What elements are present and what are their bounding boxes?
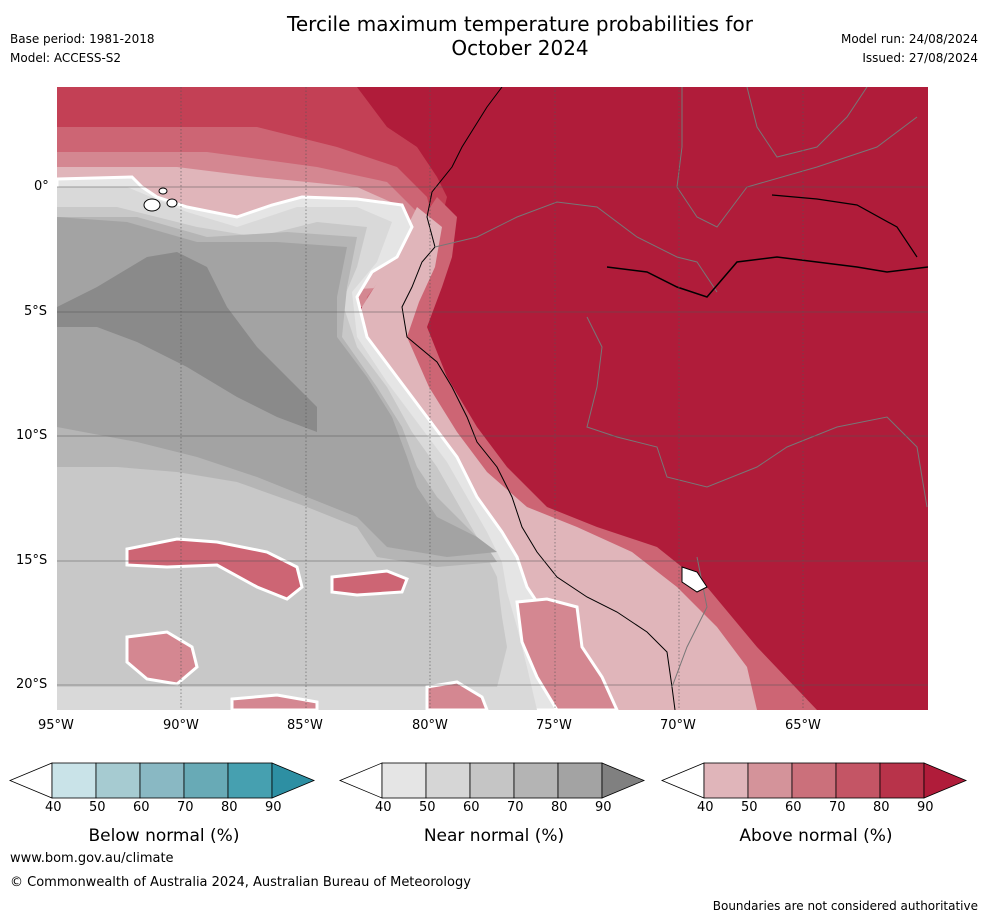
lon-label-95w: 95°W (38, 718, 74, 733)
colorbar-low-extend (660, 762, 705, 799)
copyright-text: © Commonwealth of Australia 2024, Austra… (10, 875, 471, 890)
lake-titicaca (681, 566, 708, 593)
cb0-tick-80: 80 (221, 800, 238, 815)
lon-label-80w: 80°W (412, 718, 448, 733)
cb1-tick-50: 50 (419, 800, 436, 815)
below-normal-colorbar (8, 762, 316, 799)
page-title: Tercile maximum temperature probabilitie… (230, 12, 810, 60)
lon-label-65w: 65°W (785, 718, 821, 733)
colorbar-segment (425, 762, 471, 799)
coastal-above-50-strip (357, 207, 757, 710)
cb2-tick-80: 80 (873, 800, 890, 815)
colorbar-segment (183, 762, 229, 799)
above-normal-colorbar (660, 762, 968, 799)
border-colombia-brazil (676, 87, 918, 228)
cb0-tick-40: 40 (45, 800, 62, 815)
colorbar-segment (139, 762, 185, 799)
above-patch-4 (425, 680, 489, 710)
cb2-tick-60: 60 (785, 800, 802, 815)
lon-label-85w: 85°W (287, 718, 323, 733)
lon-label-75w: 75°W (536, 718, 572, 733)
colorbar-high-extend (601, 762, 646, 799)
above-normal-caption: Above normal (%) (739, 826, 893, 846)
cb1-tick-70: 70 (507, 800, 524, 815)
above-patch-3 (125, 630, 199, 686)
gridlines (57, 87, 928, 710)
colorbar-segment (513, 762, 559, 799)
colorbar-low-extend (8, 762, 53, 799)
cb0-tick-90: 90 (265, 800, 282, 815)
colorbar-high-extend (923, 762, 968, 799)
rio-negro (771, 194, 918, 258)
colorbar-segment (835, 762, 881, 799)
colorbar-ticks: 40 50 60 70 80 90 40 50 60 70 80 90 40 5… (0, 800, 988, 820)
bom-url: www.bom.gov.au/climate (10, 851, 174, 866)
cb1-tick-80: 80 (551, 800, 568, 815)
colorbar-high-extend (271, 762, 316, 799)
cb2-tick-90: 90 (917, 800, 934, 815)
lon-label-90w: 90°W (163, 718, 199, 733)
near-normal-90-region (57, 252, 317, 432)
colorbar-segment (791, 762, 837, 799)
colorbar-segment (95, 762, 141, 799)
title-line-1: Tercile maximum temperature probabilitie… (287, 12, 753, 36)
colorbar-segment (51, 762, 97, 799)
colorbar-low-extend (338, 762, 383, 799)
cb0-tick-70: 70 (177, 800, 194, 815)
lat-label-20s: 20°S (16, 677, 48, 692)
above-patch-5 (230, 693, 319, 710)
model-run-label: Model run: 24/08/2024 (840, 32, 978, 46)
amazon-river (606, 256, 928, 298)
colorbar-segment (557, 762, 603, 799)
below-normal-caption: Below normal (%) (88, 826, 240, 846)
lat-label-15s: 15°S (16, 553, 48, 568)
model-label: Model: ACCESS-S2 (10, 51, 122, 65)
lat-label-5s: 5°S (24, 304, 48, 319)
above-patch-2 (330, 569, 409, 597)
colorbar-segment (747, 762, 793, 799)
issued-label: Issued: 27/08/2024 (862, 51, 978, 65)
coastline (401, 87, 676, 710)
colorbar-segment (381, 762, 427, 799)
lon-label-70w: 70°W (660, 718, 696, 733)
lat-label-0: 0° (34, 179, 49, 194)
galapagos-island-1 (143, 198, 161, 212)
above-patch-1 (125, 537, 304, 601)
boundaries-disclaimer: Boundaries are not considered authoritat… (712, 899, 978, 913)
colorbar-segment (703, 762, 749, 799)
probability-map (57, 87, 928, 710)
lat-label-10s: 10°S (16, 428, 48, 443)
near-normal-colorbar (338, 762, 646, 799)
colorbar-segment (227, 762, 273, 799)
near-normal-caption: Near normal (%) (423, 826, 565, 846)
border-ecuador-peru (434, 201, 718, 293)
border-venezuela (746, 87, 868, 158)
border-peru-brazil (586, 316, 928, 508)
cb2-tick-50: 50 (741, 800, 758, 815)
base-period-label: Base period: 1981-2018 (10, 32, 155, 46)
cb0-tick-60: 60 (133, 800, 150, 815)
galapagos-island-2 (166, 198, 178, 208)
cb1-tick-60: 60 (463, 800, 480, 815)
above-patch-6 (515, 597, 619, 710)
cb1-tick-90: 90 (595, 800, 612, 815)
colorbar-segment (879, 762, 925, 799)
cb2-tick-70: 70 (829, 800, 846, 815)
title-line-2: October 2024 (451, 36, 589, 60)
cb1-tick-40: 40 (375, 800, 392, 815)
galapagos-island-3 (158, 187, 168, 195)
cb2-tick-40: 40 (697, 800, 714, 815)
cb0-tick-50: 50 (89, 800, 106, 815)
colorbar-segment (469, 762, 515, 799)
